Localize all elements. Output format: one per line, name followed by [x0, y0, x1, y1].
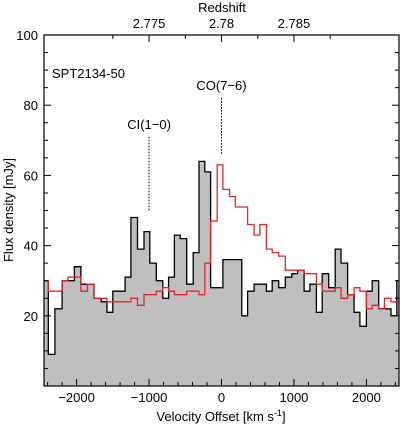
- line-markers: CI(1−0) CO(7−6): [127, 78, 247, 211]
- x-axis-title-sup: -1: [274, 408, 282, 418]
- top-tick-label: 2.785: [278, 16, 311, 31]
- x-tick-label: −1000: [131, 390, 168, 405]
- x-tick-label: −2000: [58, 390, 95, 405]
- x-axis-title-main: Velocity Offset [km s: [156, 409, 274, 424]
- series-0-fill: [44, 161, 399, 386]
- series-1-line: [44, 164, 399, 310]
- y-tick-label: 100: [16, 28, 38, 43]
- series-0-outline: [44, 160, 399, 356]
- top-tick-label: 2.775: [133, 16, 166, 31]
- source-label: SPT2134-50: [52, 66, 125, 81]
- top-axis-title: Redshift: [198, 0, 246, 15]
- x-axis-title-end: ]: [282, 409, 286, 424]
- y-tick-label: 80: [24, 98, 38, 113]
- x-axis-title: Velocity Offset [km s-1]: [156, 408, 285, 424]
- y-tick-label: 20: [24, 309, 38, 324]
- y-axis-title: Flux density [mJy]: [1, 158, 16, 262]
- x-tick-label: 1000: [279, 390, 308, 405]
- axis-ticks: −2000 −1000 0 1000 2000 20 40 60 80 100 2.775 2.78 2…: [16, 16, 399, 405]
- series-layer: [44, 160, 399, 386]
- y-tick-label: 40: [24, 239, 38, 254]
- top-tick-label: 2.78: [209, 16, 234, 31]
- x-tick-label: 0: [218, 390, 225, 405]
- line-marker-label-0: CI(1−0): [127, 117, 171, 132]
- x-tick-label: 2000: [352, 390, 381, 405]
- line-marker-label-1: CO(7−6): [196, 78, 246, 93]
- y-tick-label: 60: [24, 168, 38, 183]
